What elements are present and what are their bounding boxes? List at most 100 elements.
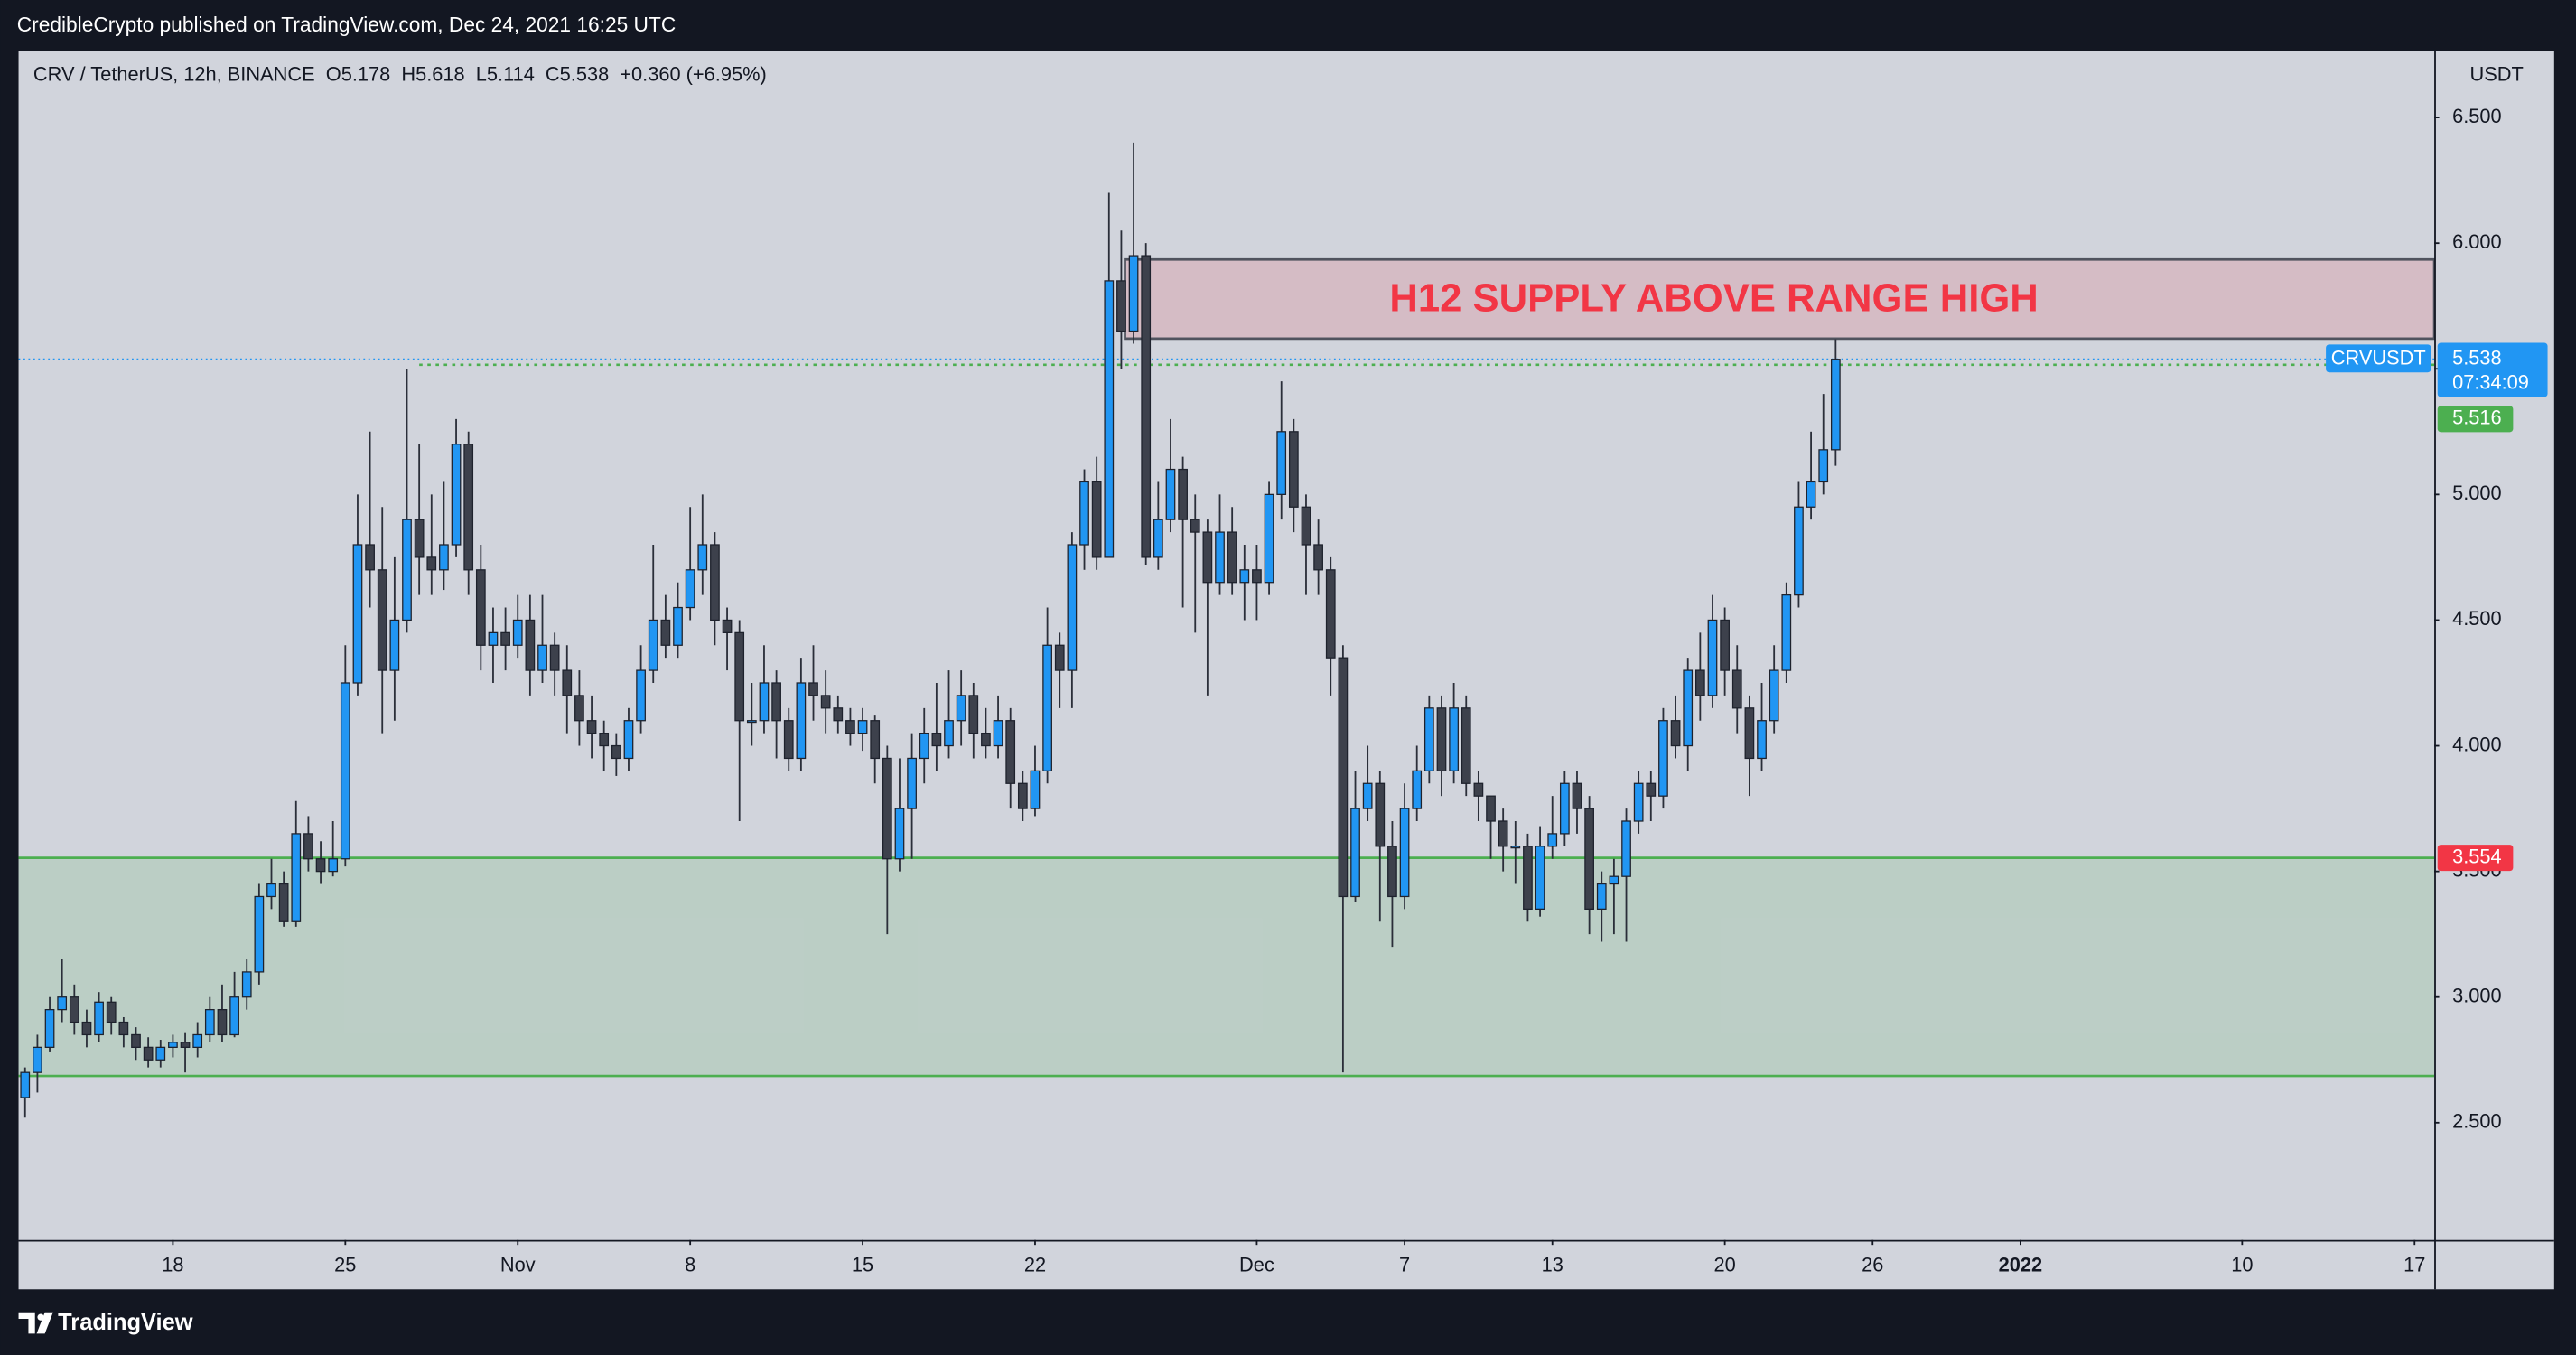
candle-body [1079,481,1089,546]
candle-body [1572,782,1582,809]
support-tag [2437,845,2514,872]
candle-body [820,695,831,709]
candle-body [303,833,313,860]
x-tick-label: 26 [1862,1254,1883,1276]
candle-body [746,720,757,724]
candle-body [697,544,708,571]
y-tick-label: 4.500 [2452,607,2502,630]
level-label: 5.516 [2452,406,2502,429]
candle-body [1054,644,1065,671]
logo-mark [18,1312,35,1334]
support-label: 3.554 [2452,845,2502,867]
plot-area: H12 SUPPLY ABOVE RANGE HIGH [18,142,2436,1118]
candle-body [1794,506,1804,596]
x-tick-label: Nov [500,1254,536,1276]
candle-body [328,858,339,873]
candle-body [1091,481,1102,558]
candle-body [771,682,781,722]
candle-body [1731,669,1742,709]
candle-body [734,631,745,722]
candle-body [463,444,474,571]
candle-body [94,1001,104,1036]
candle-body [1252,569,1262,584]
candle-body [993,720,1003,747]
candle-body [956,695,966,722]
candle-body [414,519,425,558]
candle-body [1067,544,1078,671]
candle-body [944,720,954,747]
candle-body [1338,657,1349,898]
candle-body [796,682,807,760]
candle-body [1412,770,1423,809]
y-tick-label: 6.000 [2452,230,2502,253]
candle-body [1325,569,1336,659]
x-tick-label: 15 [852,1254,873,1276]
candle-body [586,720,597,734]
candle-body [931,732,942,747]
candle-body [402,519,412,621]
candle-body [833,707,844,722]
candle-body [315,858,326,873]
candle-body [562,669,573,696]
candle-body [426,556,437,571]
candle-body [1017,782,1028,809]
candle-body [1473,782,1484,797]
candle-body [1005,720,1016,784]
candle-body [1350,808,1360,898]
candle-body [204,1008,215,1036]
candle-body [1818,449,1829,483]
candle-body [340,682,350,860]
candle-body [266,883,276,898]
candle-body [1559,782,1570,835]
candle-body [1423,707,1434,771]
candle-body [1646,782,1657,797]
brand: TradingView [58,1310,193,1335]
y-tick-label: 6.500 [2452,105,2502,127]
candle-body [1486,795,1496,822]
candle-body [537,644,547,671]
symbol-tag [2326,344,2431,373]
candle-body [33,1046,42,1073]
candle-body [1694,669,1705,696]
candle-body [599,732,610,747]
candle-body [278,883,289,922]
candle-body [1806,481,1816,508]
candle-body [1128,255,1139,332]
supply-zone [1124,257,2436,341]
support-zone [18,857,2435,1077]
candle-body [69,996,79,1023]
candle-body [451,444,462,546]
candle-body [1449,707,1459,771]
candle-body [20,1071,31,1098]
candle-body [1399,808,1410,898]
candle-body [1301,506,1311,546]
candle-body [1535,846,1545,910]
candle-body [1215,531,1225,584]
candle-body [81,1021,92,1036]
candle-body [1596,883,1607,910]
candle-body [1239,569,1250,584]
candle-body [1227,531,1237,584]
candle-body [475,569,486,646]
candle-body [57,996,68,1011]
candle-body [907,757,917,809]
x-tick-label: 22 [1024,1254,1046,1276]
last-price-label: 5.538 [2452,346,2502,369]
x-tick-label: 2022 [1999,1254,2043,1276]
candle-body [217,1008,228,1036]
y-unit: USDT [2470,62,2524,85]
candle-body [1633,782,1644,822]
candle-body [1523,846,1533,910]
candle-body [1116,280,1126,332]
candle-body [1288,431,1299,508]
chart-background [18,51,2554,1290]
candle-body [636,669,646,722]
publish-info: CredibleCrypto published on TradingView.… [17,13,677,36]
candle-body [1609,875,1619,885]
annotation: H12 SUPPLY ABOVE RANGE HIGH [1389,276,2038,320]
candle-body [685,569,695,609]
y-tick-label: 2.500 [2452,1110,2502,1133]
candle-body [1276,431,1287,495]
candle-body [1030,770,1041,809]
x-tick-label: 7 [1399,1254,1410,1276]
